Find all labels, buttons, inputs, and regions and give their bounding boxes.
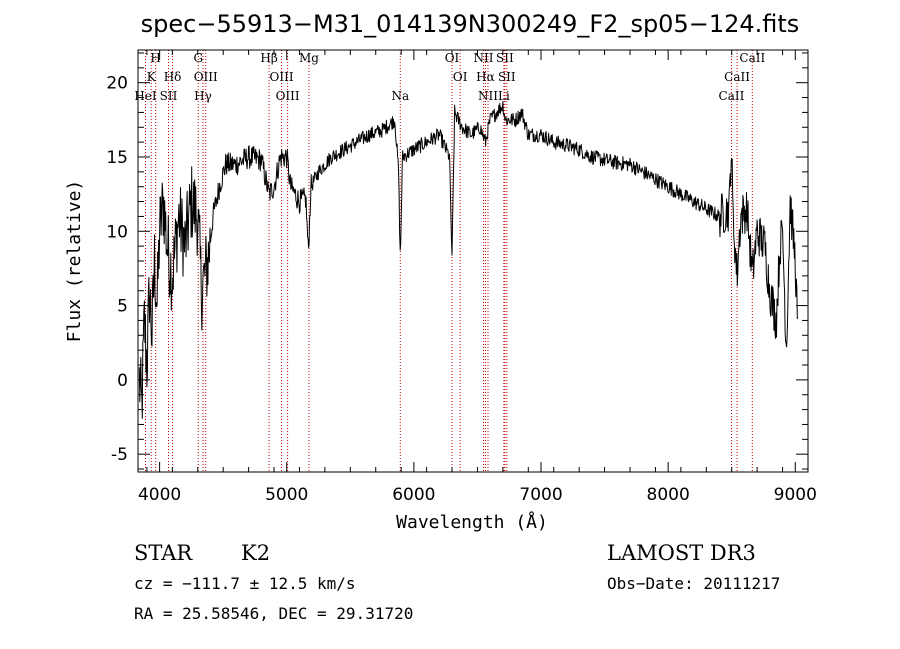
y-tick-label: -5 xyxy=(111,445,128,465)
spectral-line-label: HeI xyxy=(134,89,157,103)
coordinates-readout: RA = 25.58546, DEC = 29.31720 xyxy=(134,604,413,623)
spectral-line-label: OIII xyxy=(194,70,218,84)
spectral-line-label: OIII xyxy=(276,89,300,103)
spectral-line-label: CaII xyxy=(739,51,765,65)
spectral-line-label: Hδ xyxy=(164,70,182,84)
spectral-line-label: OIII xyxy=(270,70,294,84)
y-tick-label: 10 xyxy=(106,222,128,242)
spectral-line-label: CaII xyxy=(724,70,750,84)
spectral-line-label: SII xyxy=(160,89,178,103)
spectral-line-label: SII xyxy=(498,70,516,84)
y-tick-label: 20 xyxy=(106,74,128,94)
spectral-line-label: NII xyxy=(478,89,498,103)
redshift-readout: cz = −111.7 ± 12.5 km/s xyxy=(134,574,356,593)
y-axis-label: Flux (relative) xyxy=(64,180,85,343)
spectral-line-label: OI xyxy=(445,51,460,65)
plot-frame xyxy=(137,49,809,473)
spectral-line-label: Hβ xyxy=(260,51,277,65)
spectral-line-label: OI xyxy=(453,70,468,84)
x-tick-label: 9000 xyxy=(774,485,817,505)
spectral-line-label: H xyxy=(150,51,160,65)
object-subclass: K2 xyxy=(241,541,270,565)
object-class: STAR xyxy=(134,541,193,565)
y-axis-ticks: -5 0 5 10 15 20 xyxy=(106,52,808,470)
x-axis-label: Wavelength (Å) xyxy=(396,511,548,533)
spectral-line-label: Na xyxy=(391,89,409,103)
survey-name: LAMOST DR3 xyxy=(607,541,756,565)
x-tick-label: 6000 xyxy=(392,485,435,505)
spectral-line-label: K xyxy=(147,70,157,84)
chart-title: spec−55913−M31_014139N300249_F2_sp05−124… xyxy=(141,10,800,38)
y-tick-label: 5 xyxy=(117,297,128,317)
spectral-line-label: Mg xyxy=(299,51,319,65)
x-tick-label: 4000 xyxy=(138,485,181,505)
spectrum-series-line xyxy=(138,101,799,419)
x-tick-label: 5000 xyxy=(265,485,308,505)
x-axis-ticks: 4000 5000 6000 7000 8000 9000 xyxy=(138,50,817,505)
spectral-line-markers xyxy=(145,50,753,472)
y-tick-label: 0 xyxy=(117,371,128,391)
spectral-line-label: SII xyxy=(496,51,514,65)
spectral-line-label: NII xyxy=(474,51,494,65)
spectral-line-label: G xyxy=(193,51,203,65)
spectral-line-label: Li xyxy=(498,89,510,103)
y-tick-label: 15 xyxy=(106,148,128,168)
obs-date-readout: Obs−Date: 20111217 xyxy=(607,574,780,593)
spectral-line-label: Hγ xyxy=(194,89,212,103)
x-tick-label: 8000 xyxy=(647,485,690,505)
spectral-line-label: CaII xyxy=(719,89,745,103)
spectral-line-label: Hα xyxy=(476,70,495,84)
x-tick-label: 7000 xyxy=(519,485,562,505)
